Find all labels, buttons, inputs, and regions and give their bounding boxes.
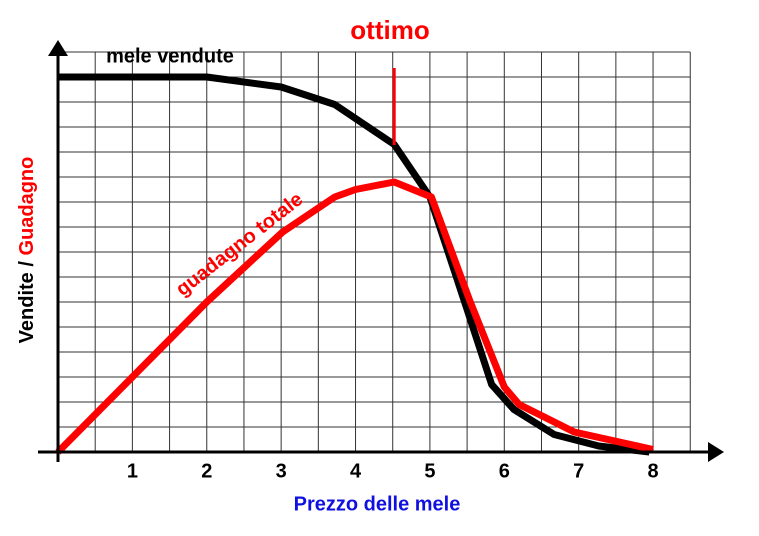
grid <box>58 51 691 453</box>
x-tick-label: 7 <box>573 460 584 482</box>
chart-title: ottimo <box>350 15 429 45</box>
series-label: mele vendute <box>106 45 234 67</box>
y-axis-label-part: Guadagno <box>16 157 38 256</box>
series-line <box>55 178 654 455</box>
y-axis-arrow <box>48 40 68 56</box>
plot-area <box>55 68 654 456</box>
x-tick-label: 4 <box>350 460 362 482</box>
x-axis-arrow <box>708 442 724 462</box>
x-tick-label: 2 <box>201 460 212 482</box>
x-tick-label: 1 <box>127 460 138 482</box>
y-axis-label-part: Vendite / <box>16 261 38 344</box>
x-tick-label: 6 <box>499 460 510 482</box>
y-axis-label: Vendite / Guadagno <box>16 157 38 344</box>
x-tick-label: 3 <box>276 460 287 482</box>
series-line <box>58 73 650 456</box>
x-tick-label: 8 <box>647 460 658 482</box>
x-axis-label: Prezzo delle mele <box>294 493 461 515</box>
series-label: guadagno totale <box>172 188 307 300</box>
x-tick-label: 5 <box>424 460 435 482</box>
